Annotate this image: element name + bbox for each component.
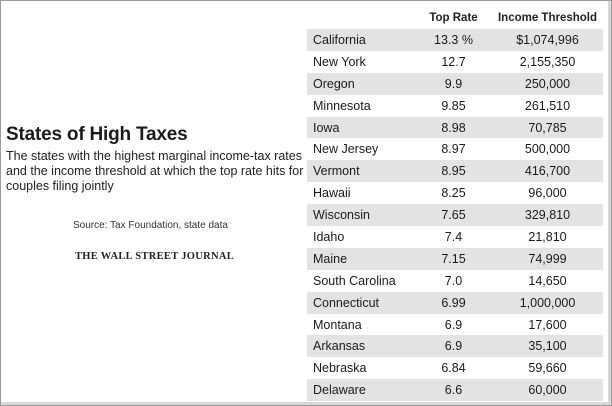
publisher-logo: THE WALL STREET JOURNAL [75, 251, 235, 262]
table-row: Hawaii 8.25 96,000 [307, 182, 603, 204]
table-row: Vermont 8.95 416,700 [307, 160, 603, 183]
frame-shadow-bottom [1, 402, 611, 405]
income-threshold-cell: 60,000 [528, 383, 567, 398]
top-rate-cell: 8.25 [441, 186, 466, 201]
table-row: Idaho 7.4 21,810 [307, 226, 603, 248]
top-rate-cell: 7.4 [444, 229, 463, 244]
income-threshold-cell: $1,074,996 [516, 32, 579, 47]
state-cell: Hawaii [313, 186, 351, 201]
state-cell: Maine [313, 251, 348, 266]
table-row: Montana 6.9 17,600 [307, 314, 603, 336]
top-rate-cell: 7.0 [444, 273, 463, 288]
income-threshold-cell: 1,000,000 [519, 295, 576, 310]
table-body: California 13.3 % $1,074,996 New York 12.7 2,… [307, 29, 603, 402]
income-threshold-cell: 70,785 [528, 120, 567, 135]
income-threshold-cell: 96,000 [528, 186, 567, 201]
state-cell: Oregon [313, 76, 355, 91]
state-cell: Iowa [313, 120, 340, 135]
top-rate-cell: 12.7 [441, 54, 466, 69]
state-cell: South Carolina [313, 273, 396, 288]
top-rate-cell: 7.65 [441, 208, 466, 223]
income-threshold-cell: 21,810 [528, 229, 567, 244]
table-row: Minnesota 9.85 261,510 [307, 95, 603, 117]
header-top-rate: Top Rate [429, 12, 478, 24]
table-row: Connecticut 6.99 1,000,000 [307, 291, 603, 314]
table-row: Wisconsin 7.65 329,810 [307, 204, 603, 227]
table-row: Nebraska 6.84 59,660 [307, 357, 603, 379]
top-rate-cell: 6.9 [444, 317, 463, 332]
table-row: New Jersey 8.97 500,000 [307, 138, 603, 160]
top-rate-cell: 6.99 [441, 295, 466, 310]
top-rate-cell: 9.9 [444, 76, 463, 91]
state-cell: Idaho [313, 229, 345, 244]
state-cell: Vermont [313, 164, 360, 179]
state-cell: California [313, 32, 366, 47]
table-row: Iowa 8.98 70,785 [307, 116, 603, 139]
table-row: Maine 7.15 74,999 [307, 247, 603, 270]
table-row: South Carolina 7.0 14,650 [307, 270, 603, 292]
income-threshold-cell: 17,600 [528, 317, 567, 332]
top-rate-cell: 8.97 [441, 142, 466, 157]
state-cell: New York [313, 54, 366, 69]
state-cell: Delaware [313, 383, 366, 398]
tax-table: Top Rate Income Threshold California 13.3… [307, 7, 603, 402]
top-rate-cell: 6.6 [444, 383, 463, 398]
top-rate-cell: 8.98 [441, 120, 466, 135]
income-threshold-cell: 250,000 [524, 76, 571, 91]
top-rate-cell: 8.95 [441, 164, 466, 179]
income-threshold-cell: 261,510 [524, 98, 571, 113]
table-row: New York 12.7 2,155,350 [307, 51, 603, 73]
state-cell: New Jersey [313, 142, 379, 157]
state-cell: Arkansas [313, 339, 366, 354]
income-threshold-cell: 35,100 [528, 339, 567, 354]
state-cell: Nebraska [313, 361, 367, 376]
table-header: Top Rate Income Threshold [307, 7, 603, 29]
headline-block: States of High Taxes The states with the… [6, 124, 304, 194]
header-income-threshold: Income Threshold [497, 12, 598, 24]
top-rate-cell: 6.84 [441, 361, 466, 376]
table-row: Arkansas 6.9 35,100 [307, 335, 603, 358]
income-threshold-cell: 14,650 [528, 273, 567, 288]
income-threshold-cell: 416,700 [524, 164, 571, 179]
top-rate-cell: 9.85 [441, 98, 466, 113]
top-rate-cell: 6.9 [444, 339, 463, 354]
income-threshold-cell: 2,155,350 [519, 54, 576, 69]
frame-shadow-right [608, 1, 611, 405]
state-cell: Minnesota [313, 98, 371, 113]
state-cell: Wisconsin [313, 208, 370, 223]
chart-subtitle: The states with the highest marginal inc… [6, 149, 304, 193]
source-note: Source: Tax Foundation, state data [73, 220, 228, 231]
chart-title: States of High Taxes [6, 124, 188, 145]
income-threshold-cell: 59,660 [528, 361, 567, 376]
income-threshold-cell: 329,810 [524, 208, 571, 223]
income-threshold-cell: 500,000 [524, 142, 571, 157]
state-cell: Connecticut [313, 295, 380, 310]
top-rate-cell: 13.3 % [434, 32, 473, 47]
state-cell: Montana [313, 317, 362, 332]
top-rate-cell: 7.15 [441, 251, 466, 266]
table-row: California 13.3 % $1,074,996 [307, 29, 603, 51]
income-threshold-cell: 74,999 [528, 251, 567, 266]
table-row: Oregon 9.9 250,000 [307, 72, 603, 95]
table-row: Delaware 6.6 60,000 [307, 379, 603, 402]
